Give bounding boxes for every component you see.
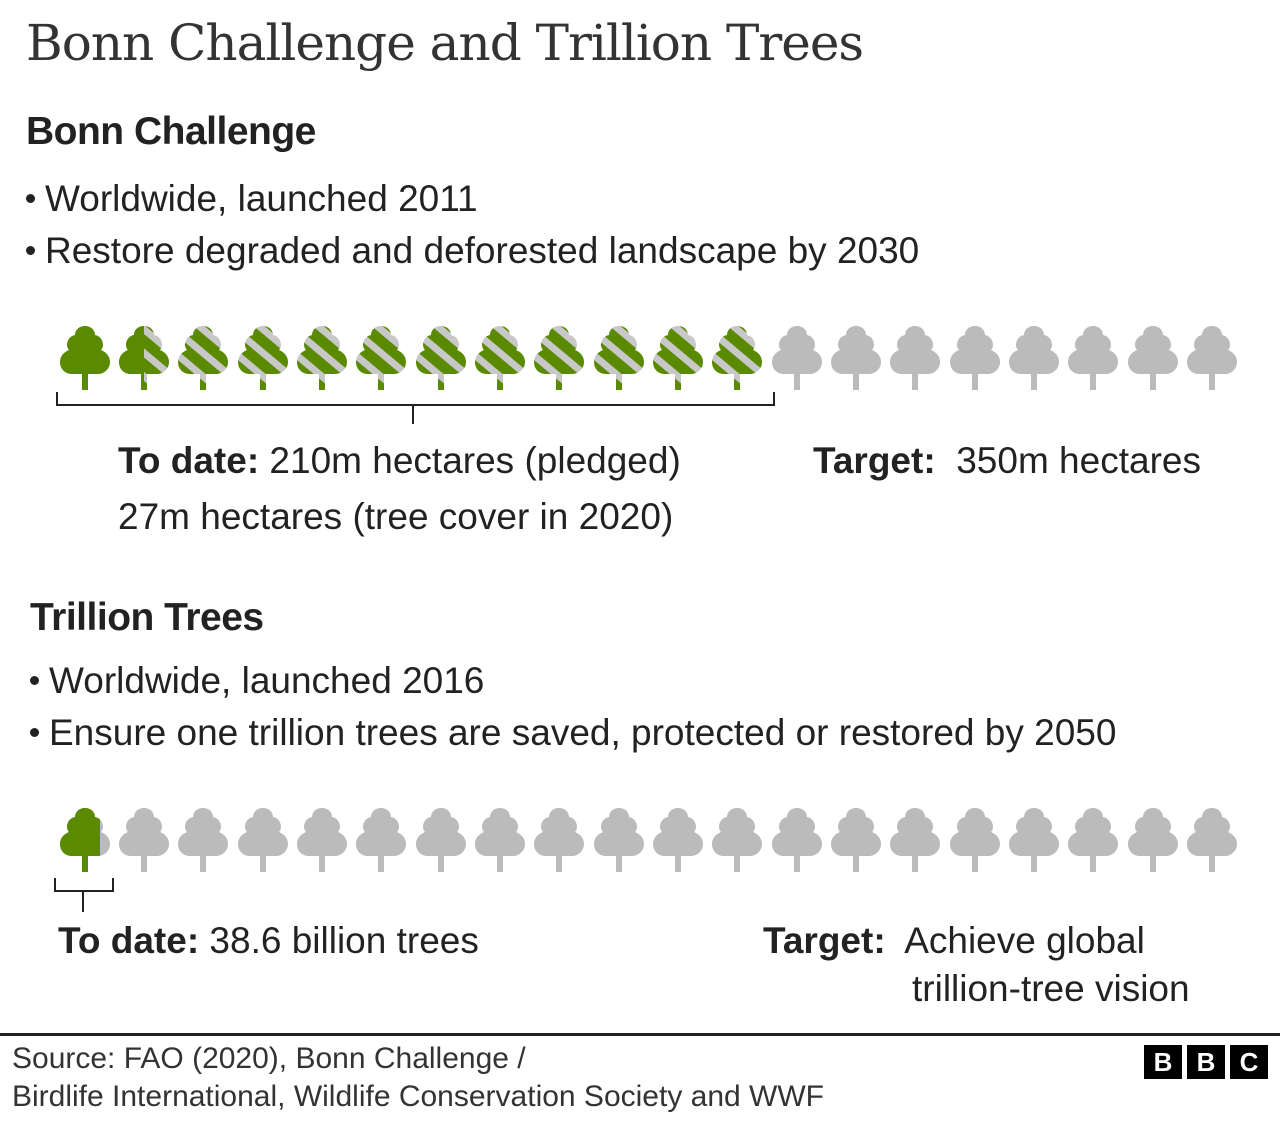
bonn-to-date: To date: 210m hectares (pledged)	[118, 440, 681, 481]
trillion-to-date: To date: 38.6 billion trees	[58, 920, 479, 961]
bonn-bullet-2: Restore degraded and deforested landscap…	[26, 230, 919, 272]
trillion-bracket	[54, 878, 114, 892]
tree-icon-grey	[1064, 324, 1122, 392]
tree-icon-striped	[708, 324, 766, 392]
tree-icon-grey	[412, 806, 470, 874]
tree-icon-partial	[56, 806, 114, 874]
tree-icon-grey	[827, 324, 885, 392]
tree-icon-grey	[1183, 324, 1241, 392]
tree-icon-grey	[174, 806, 232, 874]
source-line-1: Source: FAO (2020), Bonn Challenge /	[12, 1042, 526, 1075]
tree-icon-striped	[174, 324, 232, 392]
tree-icon-striped	[530, 324, 588, 392]
bbc-logo-b2: B	[1187, 1045, 1225, 1079]
tree-icon-half	[115, 324, 173, 392]
trillion-bullet-1: Worldwide, launched 2016	[30, 660, 484, 702]
tree-icon-grey	[1064, 806, 1122, 874]
tree-icon-striped	[412, 324, 470, 392]
bonn-target: Target: 350m hectares	[813, 440, 1201, 481]
tree-icon-striped	[293, 324, 351, 392]
tree-icon-grey	[886, 806, 944, 874]
tree-icon-grey	[946, 806, 1004, 874]
tree-icon-grey	[1124, 324, 1182, 392]
tree-icon-grey	[768, 806, 826, 874]
tree-icon-grey	[1124, 806, 1182, 874]
tree-icon-solid	[56, 324, 114, 392]
tree-icon-grey	[827, 806, 885, 874]
tree-icon-striped	[590, 324, 648, 392]
trillion-tree-row	[56, 806, 1256, 876]
source-line-2: Birdlife International, Wildlife Conserv…	[12, 1080, 824, 1113]
bonn-bracket	[56, 392, 775, 406]
tree-icon-grey	[946, 324, 1004, 392]
tree-icon-striped	[234, 324, 292, 392]
trillion-target-line-2: trillion-tree vision	[912, 968, 1190, 1009]
tree-icon-grey	[708, 806, 766, 874]
tree-icon-grey	[530, 806, 588, 874]
trillion-target: Target: Achieve global	[763, 920, 1145, 961]
tree-icon-grey	[352, 806, 410, 874]
tree-icon-striped	[471, 324, 529, 392]
bonn-bullet-1: Worldwide, launched 2011	[26, 178, 478, 220]
footer-divider	[0, 1033, 1280, 1036]
bonn-heading: Bonn Challenge	[26, 110, 316, 153]
bbc-logo-b1: B	[1144, 1045, 1182, 1079]
bullet-icon	[30, 727, 39, 737]
tree-icon-grey	[471, 806, 529, 874]
bonn-tree-cover: 27m hectares (tree cover in 2020)	[118, 496, 674, 537]
tree-icon-grey	[886, 324, 944, 392]
bbc-logo-c: C	[1230, 1045, 1268, 1079]
tree-icon-grey	[1005, 324, 1063, 392]
bullet-icon	[26, 245, 35, 255]
tree-icon-grey	[293, 806, 351, 874]
trillion-heading: Trillion Trees	[30, 596, 264, 639]
bonn-tree-row	[56, 324, 1256, 394]
bonn-bracket-stem	[412, 404, 414, 424]
tree-icon-grey	[1183, 806, 1241, 874]
tree-icon-striped	[649, 324, 707, 392]
tree-icon-grey	[768, 324, 826, 392]
bullet-icon	[30, 675, 39, 685]
tree-icon-grey	[590, 806, 648, 874]
tree-icon-grey	[115, 806, 173, 874]
trillion-bracket-stem	[82, 890, 84, 912]
chart-title: Bonn Challenge and Trillion Trees	[26, 14, 864, 72]
bullet-icon	[26, 193, 35, 203]
bbc-logo: B B C	[1144, 1045, 1268, 1079]
tree-icon-striped	[352, 324, 410, 392]
tree-icon-grey	[234, 806, 292, 874]
trillion-bullet-2: Ensure one trillion trees are saved, pro…	[30, 712, 1116, 754]
tree-icon-grey	[649, 806, 707, 874]
tree-icon-grey	[1005, 806, 1063, 874]
